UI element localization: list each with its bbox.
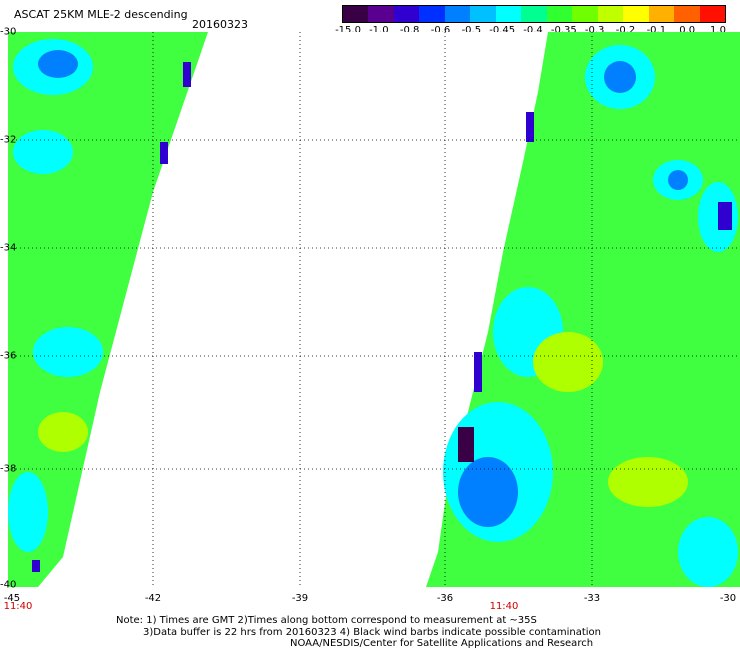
left-swath-cyan-patch	[8, 472, 48, 552]
lat-tick-label: -38	[0, 463, 17, 475]
right-swath-edge-pixel	[718, 202, 732, 230]
color-scale-label: -0.1	[646, 25, 667, 36]
color-scale-label: -0.6	[430, 25, 451, 36]
color-scale-label: -0.4	[523, 25, 543, 36]
gridlines	[8, 32, 740, 587]
left-swath-blue-patch	[38, 50, 78, 78]
right-swath-edge-pixel	[526, 112, 534, 142]
left-swath-edge-pixel	[183, 62, 191, 87]
lat-tick-label: -30	[0, 26, 17, 38]
pass-time-label: 11:40	[3, 601, 33, 612]
color-scale-label: -0.8	[399, 25, 420, 36]
wind-map	[8, 32, 740, 587]
pass-time-label: 11:40	[489, 601, 519, 612]
color-scale-swatch	[521, 6, 547, 22]
lon-tick-label: -33	[583, 593, 601, 604]
lon-tick-label: -42	[144, 593, 162, 604]
color-scale-label: 1.0	[710, 25, 726, 36]
color-scale-swatch	[419, 6, 445, 22]
left-swath-edge-pixel	[160, 142, 168, 164]
color-scale-swatch	[368, 6, 394, 22]
lon-tick-label: -36	[436, 593, 454, 604]
credit-line: NOAA/NESDIS/Center for Satellite Applica…	[290, 638, 594, 649]
color-scale-label: -0.35	[550, 25, 577, 36]
lat-tick-label: -40	[0, 579, 17, 591]
lon-tick-label: -30	[719, 593, 737, 604]
lat-tick-label: -34	[0, 242, 17, 254]
color-scale-swatch	[343, 6, 369, 22]
color-scale-label: 0.0	[679, 25, 696, 36]
color-scale-swatch	[674, 6, 700, 22]
right-swath-blue-patch	[604, 61, 636, 93]
right-swath-yellowgreen-patch	[608, 457, 688, 507]
color-scale-label: -0.2	[615, 25, 636, 36]
color-scale-label: -0.3	[584, 25, 605, 36]
left-swath-cyan-patch	[33, 327, 103, 377]
color-scale-swatch	[546, 6, 573, 22]
color-scale-swatch	[597, 6, 624, 22]
color-scale-swatch	[623, 6, 649, 22]
left-swath	[8, 32, 208, 587]
color-scale-swatch	[699, 6, 726, 22]
color-scale-bar	[342, 5, 726, 23]
left-swath-yellowgreen-patch	[38, 412, 88, 452]
color-scale-swatch	[572, 6, 598, 22]
product-date: 20160323	[192, 18, 248, 31]
color-scale-label: -0.5	[461, 25, 482, 36]
right-swath-cyan-patch	[678, 517, 738, 587]
right-swath-edge-pixel	[474, 352, 482, 392]
color-scale-swatch	[495, 6, 522, 22]
product-title: ASCAT 25KM MLE-2 descending	[14, 8, 188, 21]
color-scale-swatch	[444, 6, 471, 22]
left-swath-edge-pixel	[32, 560, 40, 572]
color-scale-label: -0.45	[489, 25, 516, 36]
color-scale-swatch	[470, 6, 496, 22]
left-swath-cyan-patch	[13, 130, 73, 174]
right-swath-edge-pixel	[458, 427, 474, 462]
color-scale-label: -1.0	[369, 25, 389, 36]
right-swath	[426, 32, 740, 587]
color-scale-label: -15.0	[335, 25, 361, 36]
right-swath-blue-patch	[668, 170, 688, 190]
note-line: Note: 1) Times are GMT 2)Times along bot…	[116, 615, 537, 626]
lat-tick-label: -36	[0, 350, 17, 362]
right-swath-blue-patch	[458, 457, 518, 527]
color-scale-swatch	[393, 6, 420, 22]
lon-tick-label: -45	[3, 593, 21, 604]
color-scale-swatch	[648, 6, 675, 22]
lon-tick-label: -39	[291, 593, 309, 604]
lat-tick-label: -32	[0, 134, 17, 146]
note-line: 3)Data buffer is 22 hrs from 20160323 4)…	[143, 627, 601, 638]
right-swath-yellowgreen-patch	[533, 332, 603, 392]
